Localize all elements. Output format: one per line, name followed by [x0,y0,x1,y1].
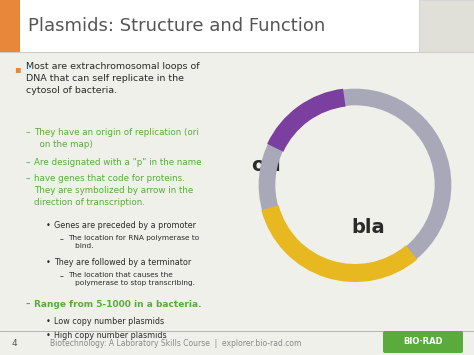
Text: Low copy number plasmids: Low copy number plasmids [54,317,164,326]
Text: The location for RNA polymerase to
   bind.: The location for RNA polymerase to bind. [68,235,199,248]
Text: High copy number plasmids: High copy number plasmids [54,331,167,340]
Text: 4: 4 [12,339,18,348]
Text: ori: ori [251,156,281,175]
Text: •: • [46,317,51,326]
Text: –: – [26,158,30,167]
Bar [419,0,474,52]
Text: bla: bla [351,218,385,237]
Text: The location that causes the
   polymerase to stop transcribing.: The location that causes the polymerase … [68,272,195,285]
Text: Genes are preceded by a promoter: Genes are preceded by a promoter [54,221,196,230]
Text: have genes that code for proteins.
They are symbolized by arrow in the
direction: have genes that code for proteins. They … [34,174,193,207]
Text: BIO·RAD: BIO·RAD [403,338,443,346]
Text: –: – [26,128,30,137]
Text: –: – [60,272,64,281]
Text: Most are extrachromosomal loops of
DNA that can self replicate in the
cytosol of: Most are extrachromosomal loops of DNA t… [26,62,200,95]
Text: –: – [60,235,64,244]
Bar [20,0,419,52]
Text: –: – [26,174,30,183]
Text: They are followed by a terminator: They are followed by a terminator [54,258,191,267]
Text: •: • [46,221,51,230]
Text: Range from 5-1000 in a bacteria.: Range from 5-1000 in a bacteria. [34,300,201,309]
FancyBboxPatch shape [383,331,463,353]
Text: Plasmids: Structure and Function: Plasmids: Structure and Function [28,17,325,35]
Text: ▪: ▪ [14,64,21,74]
Text: •: • [46,331,51,340]
Text: They have an origin of replication (ori
  on the map): They have an origin of replication (ori … [34,128,199,149]
Text: •: • [46,258,51,267]
Text: –: – [26,300,30,309]
Text: Are designated with a "p" in the name: Are designated with a "p" in the name [34,158,201,167]
Bar [0,0,20,52]
Text: Biotechnology: A Laboratory Skills Course  |  explorer.bio-rad.com: Biotechnology: A Laboratory Skills Cours… [50,339,301,348]
